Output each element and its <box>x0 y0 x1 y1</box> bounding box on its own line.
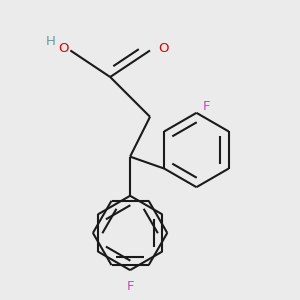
Text: H: H <box>46 35 56 48</box>
Text: F: F <box>203 100 211 113</box>
Text: O: O <box>58 42 69 55</box>
Text: O: O <box>158 42 169 55</box>
Text: F: F <box>126 280 134 293</box>
